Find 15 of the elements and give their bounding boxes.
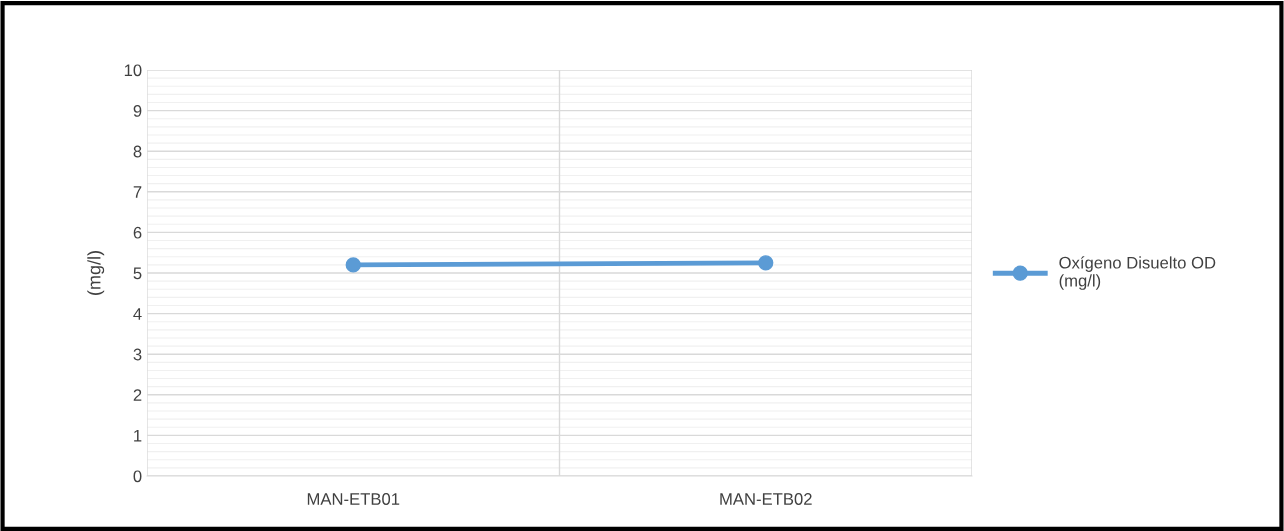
y-axis-title: (mg/l) (87, 251, 105, 295)
y-tick-label: 2 (133, 389, 142, 401)
y-tick-label: 0 (133, 470, 142, 483)
y-tick-label: 9 (133, 105, 142, 117)
legend-label: Oxígeno Disuelto OD (mg/l) (1059, 256, 1216, 290)
y-tick-label: 7 (133, 186, 142, 198)
y-tick-label: 4 (133, 308, 142, 320)
y-tick-label: 1 (134, 429, 142, 442)
y-tick-label: 5 (133, 267, 142, 280)
y-tick-label: 6 (133, 226, 142, 239)
y-tick-label: 10 (124, 64, 142, 77)
x-tick-label: MAN-ETB01 (307, 493, 400, 505)
y-tick-label: 3 (133, 348, 142, 361)
x-tick-label: MAN-ETB02 (720, 493, 812, 505)
y-tick-label: 8 (133, 145, 142, 158)
